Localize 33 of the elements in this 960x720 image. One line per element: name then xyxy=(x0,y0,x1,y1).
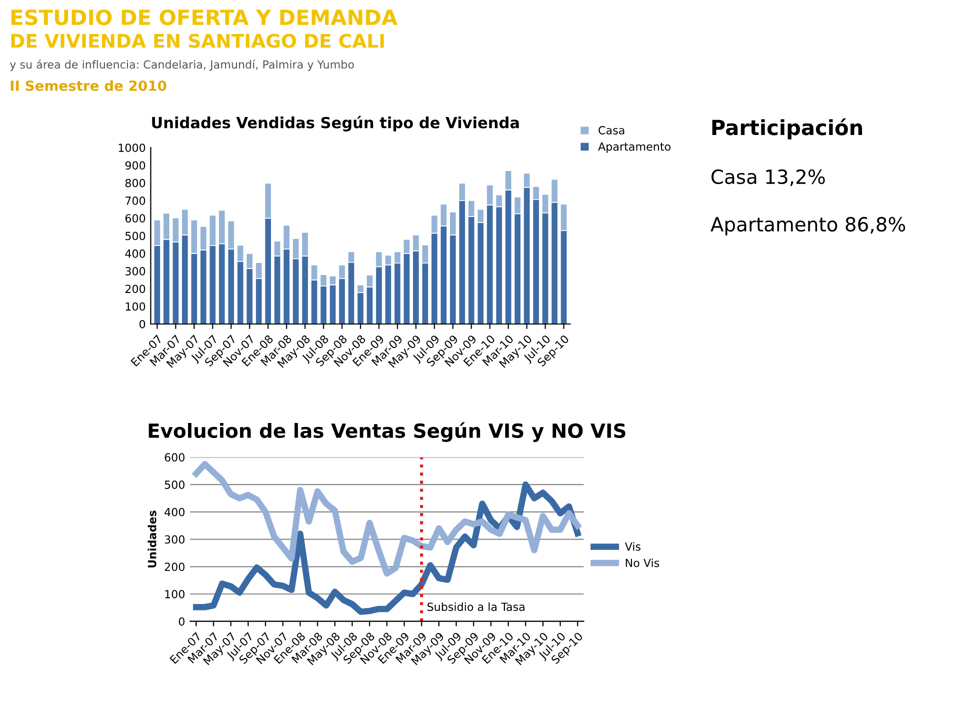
y-tick-label: 700 xyxy=(126,196,146,205)
y-tick-label: 500 xyxy=(126,232,146,240)
text: II Semestre de 2010 xyxy=(10,80,166,91)
text: ESTUDIO DE OFERTA Y DEMANDA xyxy=(12,9,398,26)
text: y su área de influencia: Candelaria, Jamundí, Palmira y Yumbo xyxy=(10,60,354,71)
y-axis-title: Unidades xyxy=(148,510,156,568)
y-tick-label: 500 xyxy=(164,480,184,489)
legend-label: Casa xyxy=(598,126,624,134)
ref-line-label: Subsidio a la Tasa xyxy=(427,602,524,611)
y-tick-label: 300 xyxy=(126,267,146,276)
y-tick-label: 100 xyxy=(126,302,146,311)
text: DE VIVIENDA EN SANTIAGO DE CALI xyxy=(11,34,384,48)
y-tick-label: 400 xyxy=(125,249,146,258)
y-tick-label: 600 xyxy=(125,214,146,223)
legend-label: Vis xyxy=(624,542,640,551)
y-tick-label: 0 xyxy=(140,320,146,328)
text: Apartamento 86,8% xyxy=(710,216,906,236)
y-tick-label: 100 xyxy=(165,590,184,598)
y-tick-label: 900 xyxy=(125,161,146,170)
legend-label: Apartamento xyxy=(598,142,670,153)
y-tick-label: 1000 xyxy=(118,144,146,152)
y-tick-label: 300 xyxy=(164,535,184,544)
y-tick-label: 800 xyxy=(125,178,146,188)
y-tick-label: 0 xyxy=(178,617,184,626)
text: Casa 13,2% xyxy=(711,169,825,186)
chart-title: Unidades Vendidas Según tipo de Vivienda xyxy=(152,116,519,132)
y-tick-label: 200 xyxy=(164,562,184,572)
y-tick-label: 400 xyxy=(164,508,184,516)
text: Participación xyxy=(712,118,862,140)
chart-title: Evolucion de las Ventas Según VIS y NO VIS xyxy=(148,422,626,442)
y-tick-label: 600 xyxy=(164,453,184,462)
legend-label: No Vis xyxy=(626,558,660,568)
y-tick-label: 200 xyxy=(125,284,146,294)
